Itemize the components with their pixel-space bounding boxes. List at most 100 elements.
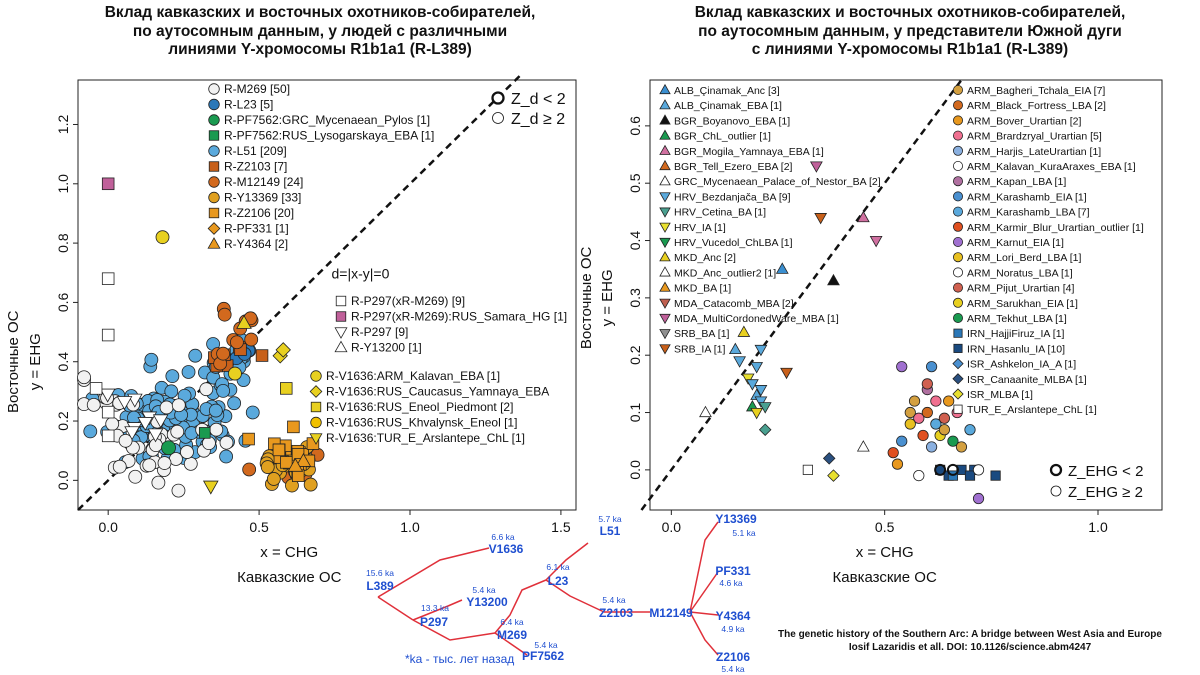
left-legend-marker <box>310 370 322 382</box>
right-data-point <box>809 161 823 173</box>
right-data-point <box>891 458 904 470</box>
left-legend-label: R-M269 [50] <box>224 82 290 96</box>
left-x-tick-label: 1.5 <box>551 519 571 535</box>
right-legend-marker <box>659 192 671 203</box>
left-x-tick-label: 1.0 <box>400 519 420 535</box>
left-legend-marker <box>208 176 220 188</box>
tree-age-l23: 6.1 ka <box>546 562 569 572</box>
right-data-point <box>972 464 985 476</box>
left-x-axis-label-2: Кавказские ОС <box>237 569 341 586</box>
right-legend-label: BGR_ChL_outlier [1] <box>674 131 771 143</box>
tree-node-y13369: Y13369 <box>715 512 757 526</box>
right-point-ring <box>946 463 959 476</box>
left-y-tick-label: 0.6 <box>55 292 71 312</box>
right-legend-marker <box>953 297 964 308</box>
right-legend-label: ARM_Noratus_LBA [1] <box>967 267 1073 279</box>
tree-node-l51: L51 <box>600 524 621 538</box>
left-legend-label: R-Z2103 [7] <box>224 160 287 174</box>
right-data-point <box>741 373 755 385</box>
right-data-point <box>972 492 985 505</box>
right-legend-marker <box>953 328 963 338</box>
tree-age-l389: 15.6 ka <box>366 568 394 578</box>
left-legend-marker <box>310 401 322 413</box>
right-legend-marker <box>953 267 964 278</box>
tree-age-pf7562: 5.4 ka <box>534 640 557 650</box>
right-legend-marker <box>659 237 671 249</box>
left-legend-marker <box>208 114 220 126</box>
tree-branch <box>494 632 528 656</box>
right-legend-marker <box>659 281 671 292</box>
left-point-r-l51-ne <box>188 348 203 363</box>
left-legend-marker <box>334 340 348 353</box>
left-point-r-m269 <box>180 445 194 459</box>
left-y-axis-label-2: Восточные ОС <box>5 310 22 413</box>
left-point-r-m269 <box>112 459 127 474</box>
left-point-outlier <box>280 382 293 395</box>
right-data-point <box>822 452 836 465</box>
right-data-point <box>758 402 772 414</box>
right-legend-marker <box>952 357 964 370</box>
right-data-point <box>754 385 768 397</box>
right-data-point <box>869 235 883 248</box>
tree-branch <box>377 547 490 598</box>
right-legend-label: ARM_Karashamb_LBA [7] <box>967 207 1090 219</box>
right-data-point <box>856 210 870 223</box>
right-legend-label: ALB_Çinamak_Anc [3] <box>674 85 780 97</box>
tree-age-z2106: 5.4 ka <box>721 664 744 674</box>
right-legend-marker <box>659 251 671 262</box>
right-zlegend-label: Z_EHG < 2 <box>1068 463 1143 480</box>
right-legend-marker <box>953 312 964 323</box>
tree-branch <box>545 542 589 581</box>
right-data-point <box>896 435 908 447</box>
right-legend-label: ARM_Lori_Berd_LBA [1] <box>967 252 1081 264</box>
left-x-tick-label: 0.0 <box>98 519 118 535</box>
right-legend-label: MKD_Anc [2] <box>674 252 736 264</box>
left-legend-marker <box>335 295 347 307</box>
tree-branch <box>377 596 414 621</box>
left-legend-label: R-Y4364 [2] <box>224 237 288 251</box>
left-legend-label: R-Y13200 [1] <box>351 341 422 355</box>
right-legend-marker <box>659 159 671 171</box>
right-legend-label: HRV_Bezdanjača_BA [9] <box>674 191 791 203</box>
right-legend-label: TUR_E_Arslantepe_ChL [1] <box>967 404 1097 416</box>
tree-branch <box>412 619 496 641</box>
left-zlegend-label: Z_d < 2 <box>511 91 566 108</box>
left-legend-label: R-V1636:ARM_Kalavan_EBA [1] <box>326 369 500 383</box>
tree-branch <box>689 521 719 613</box>
left-point-r-m269 <box>171 483 186 498</box>
right-legend-label: BGR_Boyanovo_EBA [1] <box>674 115 790 127</box>
left-legend-marker <box>208 83 220 95</box>
right-legend-marker <box>953 176 964 187</box>
left-legend-marker <box>334 327 348 339</box>
left-point-r-l51 <box>144 352 159 367</box>
tree-node-v1636: V1636 <box>489 542 524 556</box>
right-legend-label: ARM_Karmir_Blur_Urartian_outlier [1] <box>967 222 1144 234</box>
left-legend-marker <box>309 385 323 398</box>
right-legend-marker <box>659 329 671 340</box>
tree-age-y13200: 5.4 ka <box>472 585 495 595</box>
right-x-tick-label: 0.5 <box>875 519 895 535</box>
right-legend-label: HRV_IA [1] <box>674 222 726 234</box>
tree-age-pf331: 4.6 ka <box>719 578 742 588</box>
left-point-r-y13369 <box>266 472 281 486</box>
right-data-point <box>699 405 712 418</box>
left-point-r-m269 <box>105 416 120 431</box>
tree-branch <box>689 571 719 613</box>
right-x-tick-label: 1.0 <box>1088 519 1108 535</box>
right-data-point <box>956 464 967 475</box>
right-data-point <box>955 441 968 453</box>
left-point-r-p297 <box>147 428 164 443</box>
citation-line-1: The genetic history of the Southern Arc:… <box>778 629 1162 640</box>
left-legend-marker <box>208 98 220 111</box>
left-legend-label: R-P297 [9] <box>351 325 408 339</box>
left-point-r-m269 <box>170 424 185 439</box>
right-legend-label: ARM_Karashamb_EIA [1] <box>967 191 1087 203</box>
right-legend-marker <box>952 373 964 385</box>
right-data-point <box>745 379 759 391</box>
right-data-point <box>947 435 959 447</box>
tree-node-pf331: PF331 <box>715 564 751 578</box>
left-x-tick-label: 0.5 <box>249 519 269 535</box>
left-point-r-m269-tail <box>86 397 101 412</box>
left-point-r-m12149 <box>216 346 230 361</box>
left-y-tick-label: 0.4 <box>55 352 71 372</box>
